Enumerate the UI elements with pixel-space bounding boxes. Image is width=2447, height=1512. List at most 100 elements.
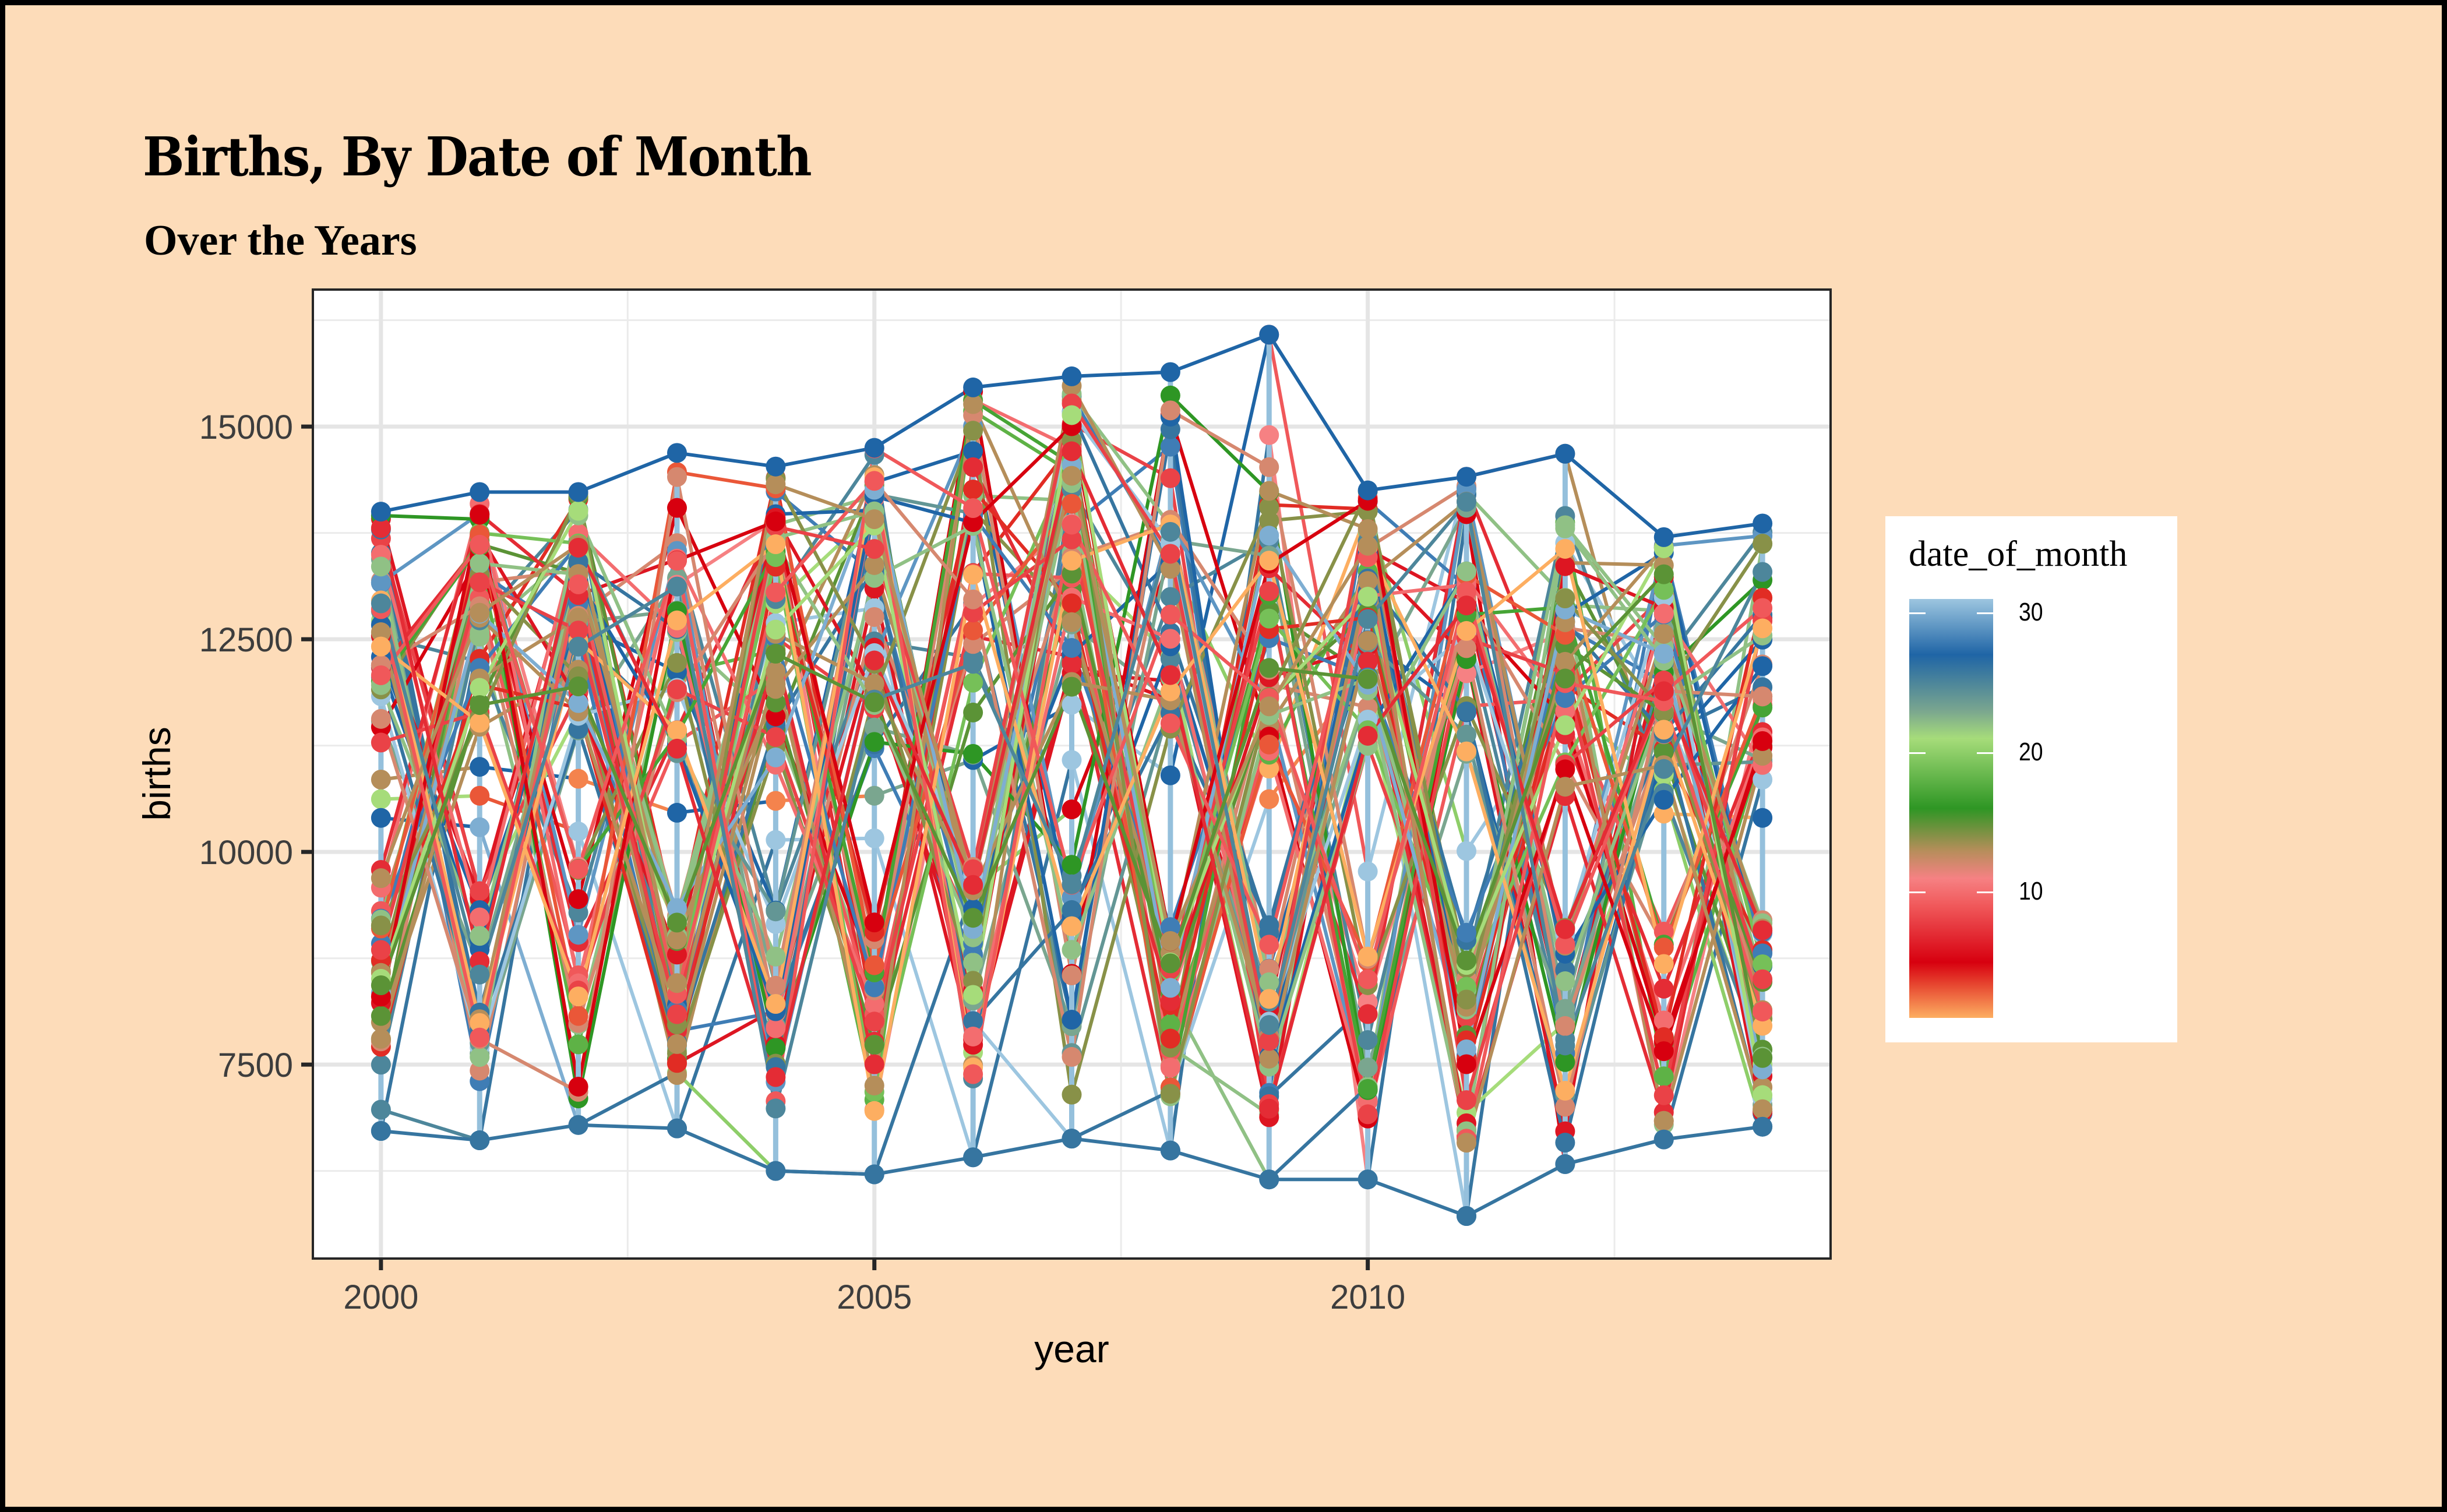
data-point xyxy=(766,1098,786,1119)
data-point xyxy=(1160,665,1180,685)
colorbar-tick-right-30 xyxy=(1977,612,1993,614)
data-point xyxy=(1259,972,1279,992)
series-line-segment xyxy=(872,700,975,920)
series-line-segment xyxy=(1465,452,1567,479)
series-line-segment xyxy=(1267,576,1370,727)
data-point xyxy=(864,828,884,848)
series-line-segment xyxy=(478,513,580,1088)
data-point xyxy=(1457,1054,1477,1074)
series-line-segment xyxy=(675,549,778,737)
series-line-segment xyxy=(774,651,876,704)
data-point xyxy=(1062,900,1082,920)
x-axis-title: year xyxy=(1034,1327,1109,1370)
data-point xyxy=(371,636,391,657)
series-line-segment xyxy=(1070,662,1172,1003)
data-point xyxy=(1259,526,1279,546)
series-line-segment xyxy=(1267,555,1370,947)
legend-colorbar xyxy=(1909,599,1993,1018)
series-line-segment xyxy=(1662,626,1765,966)
series-line-segment xyxy=(675,1126,778,1173)
data-point xyxy=(1358,861,1378,882)
data-point xyxy=(667,576,687,597)
data-point xyxy=(766,692,786,713)
data-point xyxy=(568,501,588,521)
series-line-segment xyxy=(576,1071,679,1127)
series-line-segment xyxy=(1070,1089,1172,1141)
data-point xyxy=(1555,688,1575,708)
data-point xyxy=(1555,588,1575,608)
series-line-segment xyxy=(675,542,778,622)
series-line-segment xyxy=(675,1071,778,1173)
series-points xyxy=(371,325,1773,1226)
data-point xyxy=(1653,790,1674,810)
data-point xyxy=(1753,562,1773,582)
y-axis: 7500 10000 12500 15000 xyxy=(199,408,313,1084)
series-line-segment xyxy=(1267,499,1370,566)
data-point xyxy=(470,1047,490,1067)
data-point xyxy=(1653,759,1674,779)
series-line-segment xyxy=(1465,500,1567,1048)
data-point xyxy=(1358,609,1378,629)
data-point xyxy=(1457,492,1477,512)
data-point xyxy=(1259,1048,1279,1069)
data-point xyxy=(470,785,490,806)
data-point xyxy=(1555,518,1575,538)
series-line-segment xyxy=(872,480,975,601)
data-point xyxy=(1753,1116,1773,1137)
data-point xyxy=(1653,623,1674,644)
data-point xyxy=(667,898,687,918)
series-line-segment xyxy=(1070,530,1172,886)
series-line-segment xyxy=(1070,1137,1172,1152)
colorbar-tick-right-10 xyxy=(1977,891,1993,894)
data-point xyxy=(371,808,391,828)
data-point xyxy=(766,747,786,767)
data-point xyxy=(568,889,588,910)
series-line-segment xyxy=(971,402,1074,624)
data-point xyxy=(568,1115,588,1135)
data-point xyxy=(1259,551,1279,571)
data-point xyxy=(1160,1084,1180,1104)
data-point xyxy=(1457,1206,1477,1226)
series-line-segment xyxy=(1662,689,1765,699)
series-line-segment xyxy=(379,542,482,677)
series-line-segment xyxy=(576,545,679,750)
series-line-segment xyxy=(1168,559,1271,693)
data-point xyxy=(1653,1027,1674,1047)
series-line-segment xyxy=(1563,731,1666,1145)
series-line-segment xyxy=(1168,530,1271,1027)
legend: date_of_month 30 20 10 xyxy=(1885,516,2177,1042)
data-point xyxy=(766,706,786,727)
y-tick-label: 12500 xyxy=(199,621,293,659)
series-line-segment xyxy=(774,636,876,989)
series-line-segment xyxy=(1168,666,1271,965)
series-line-segment xyxy=(1465,676,1567,963)
data-point xyxy=(766,534,786,555)
data-point xyxy=(963,859,983,879)
data-point xyxy=(1160,436,1180,457)
series-line-segment xyxy=(1563,526,1666,662)
series-line-segment xyxy=(1563,547,1666,966)
data-point xyxy=(766,901,786,922)
series-line-segment xyxy=(1465,681,1567,1141)
series-line-segment xyxy=(478,502,580,985)
data-point xyxy=(1753,1048,1773,1068)
data-point xyxy=(1555,1080,1575,1101)
data-point xyxy=(1259,608,1279,629)
series-line-segment xyxy=(478,1037,580,1094)
series-line-segment xyxy=(478,542,580,871)
data-point xyxy=(766,474,786,495)
data-point xyxy=(667,443,687,463)
data-point xyxy=(1259,457,1279,477)
data-point xyxy=(1555,538,1575,559)
data-point xyxy=(963,394,983,414)
data-point xyxy=(1259,1031,1279,1051)
data-point xyxy=(1259,481,1279,501)
data-point xyxy=(766,1038,786,1058)
data-point xyxy=(1160,931,1180,951)
data-point xyxy=(1062,676,1082,697)
data-point xyxy=(1259,759,1279,779)
series-line-segment xyxy=(1662,1125,1765,1141)
data-point xyxy=(1062,654,1082,674)
legend-label-20: 20 xyxy=(2019,737,2043,766)
colorbar-tick-left-20 xyxy=(1909,752,1926,754)
